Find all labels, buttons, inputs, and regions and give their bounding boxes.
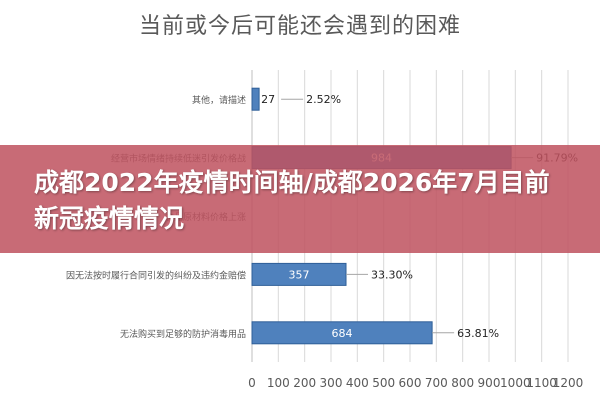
- x-tick-label: 300: [320, 376, 343, 390]
- chart-title: 当前或今后可能还会遇到的困难: [138, 14, 461, 39]
- x-tick-label: 800: [451, 376, 474, 390]
- x-tick-label: 600: [399, 376, 422, 390]
- bar: [251, 87, 260, 111]
- x-tick-label: 700: [425, 376, 448, 390]
- x-tick-label: 400: [346, 376, 369, 390]
- bar-percent-label: 2.52%: [306, 93, 341, 106]
- bar-percent-label: 33.30%: [371, 268, 413, 281]
- x-tick-label: 100: [267, 376, 290, 390]
- x-tick-label: 0: [248, 376, 256, 390]
- x-tick-label: 200: [293, 376, 316, 390]
- bar-value-label: 684: [332, 327, 353, 340]
- category-label: 因无法按时履行合同引发的纠纷及违约金赔偿: [66, 269, 246, 281]
- bar-percent-label: 63.81%: [457, 327, 499, 340]
- x-tick-label: 1200: [553, 376, 584, 390]
- bar-value-label: 357: [289, 268, 310, 281]
- category-label: 其他，请描述: [192, 94, 246, 106]
- headline-banner: 成都2022年疫情时间轴/成都2026年7月目前新冠疫情情况: [0, 145, 600, 253]
- bar-value-label: 27: [261, 93, 275, 106]
- x-tick-label: 900: [478, 376, 501, 390]
- category-label: 无法购买到足够的防护消毒用品: [120, 328, 246, 340]
- x-tick-label: 1000: [500, 376, 531, 390]
- x-tick-label: 1100: [526, 376, 557, 390]
- headline-text: 成都2022年疫情时间轴/成都2026年7月目前新冠疫情情况: [34, 168, 550, 233]
- x-tick-label: 500: [372, 376, 395, 390]
